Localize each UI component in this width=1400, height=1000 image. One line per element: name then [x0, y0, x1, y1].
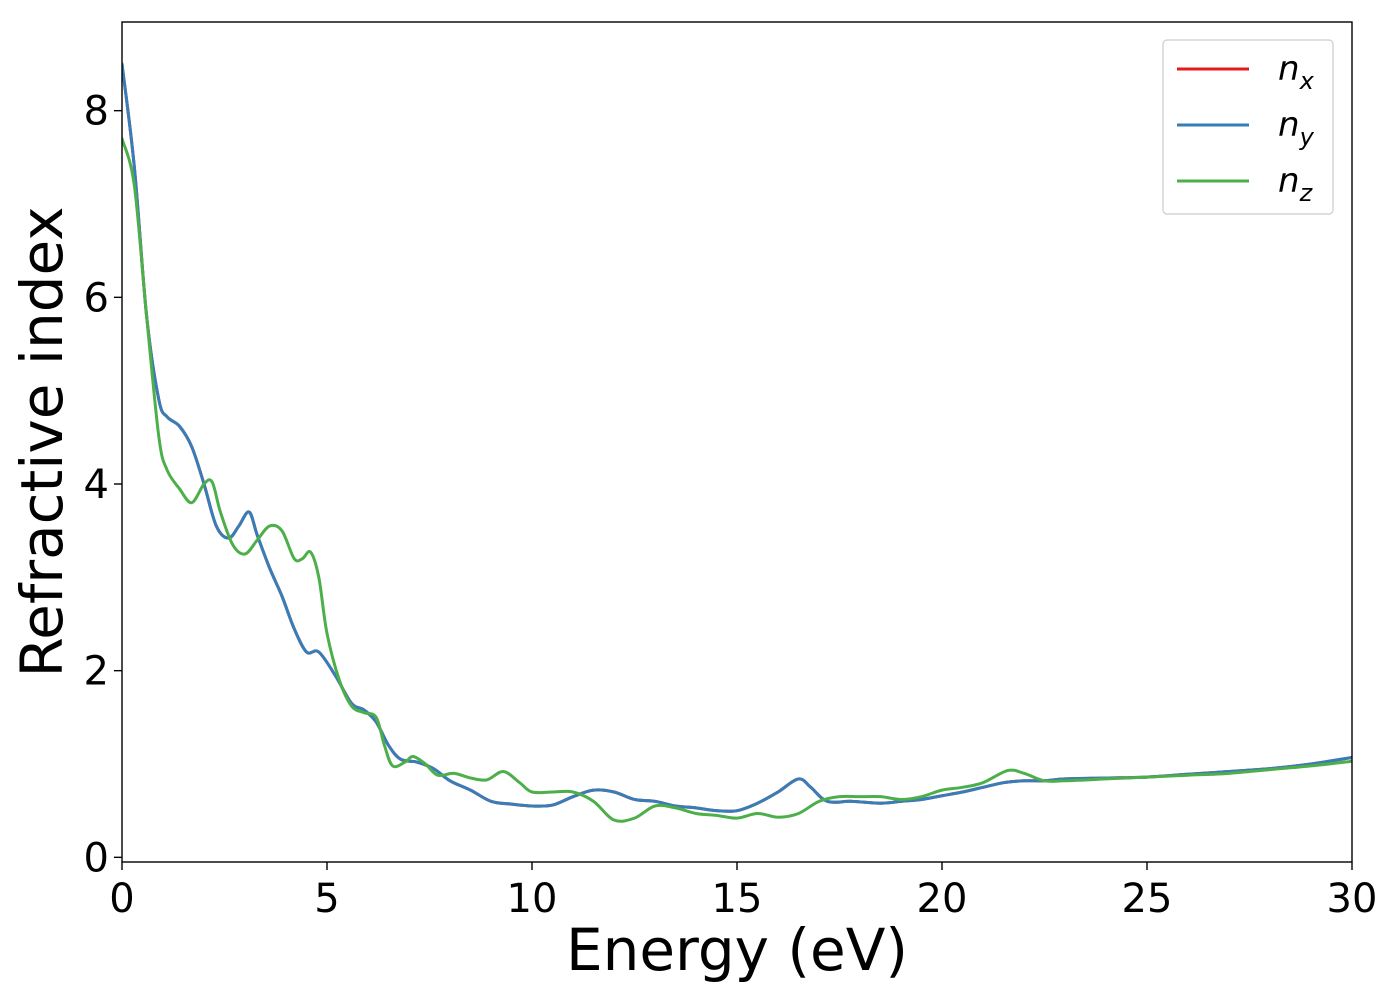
y-tick-label: 0 — [84, 835, 109, 881]
legend-item-nx: nx — [1177, 49, 1315, 95]
series-line-ny — [122, 62, 1352, 813]
x-tick-label: 5 — [314, 876, 339, 922]
ticks-layer: 0 5 10 15 20 25 30 0 2 4 6 8 — [84, 89, 1378, 922]
y-tick-label: 2 — [84, 649, 109, 695]
legend-label-subscript: x — [1299, 67, 1315, 95]
series-line-nz — [122, 137, 1352, 823]
legend-label-subscript: y — [1299, 123, 1315, 151]
legend-item-ny: ny — [1177, 105, 1315, 151]
series-layer — [122, 62, 1352, 823]
legend-label-subscript: z — [1299, 179, 1314, 207]
x-tick-label: 15 — [712, 876, 763, 922]
legend-label: ny — [1278, 105, 1315, 151]
y-tick-label: 8 — [84, 89, 109, 135]
x-axis-label: Energy (eV) — [566, 916, 908, 984]
x-tick-label: 30 — [1327, 876, 1378, 922]
x-tick-label: 25 — [1122, 876, 1173, 922]
x-tick-label: 20 — [917, 876, 968, 922]
legend-box — [1162, 39, 1334, 215]
legend-label: nx — [1278, 49, 1315, 95]
y-axis-label: Refractive index — [8, 206, 76, 677]
x-tick-label: 0 — [109, 876, 134, 922]
x-tick-label: 10 — [507, 876, 558, 922]
y-tick-label: 6 — [84, 275, 109, 321]
y-tick-label: 4 — [84, 462, 109, 508]
